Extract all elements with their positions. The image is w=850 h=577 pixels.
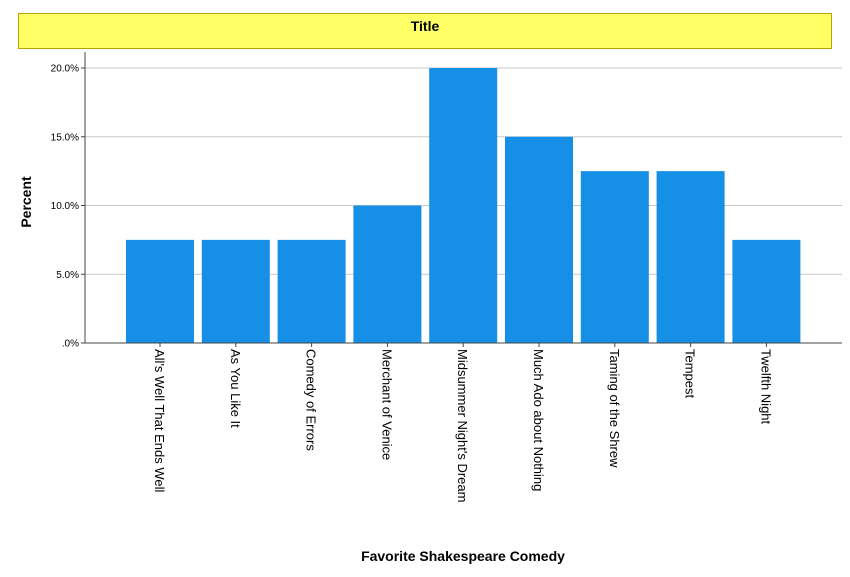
y-tick-label: .0% (62, 339, 79, 350)
tick-labels: .0% 5.0% 10.0% 15.0% 20.0% All's Well That En… (51, 64, 774, 503)
bar (201, 239, 270, 343)
y-tick-label: 10.0% (51, 201, 79, 212)
x-tick-label: All's Well That Ends Well (152, 349, 167, 492)
y-tick-label: 5.0% (56, 270, 79, 281)
bars (126, 68, 801, 343)
bar (277, 239, 346, 343)
bar (656, 171, 725, 343)
x-tick-label: Taming of the Shrew (607, 349, 622, 468)
x-axis-title: Favorite Shakespeare Comedy (361, 548, 565, 564)
bar (126, 239, 194, 343)
y-axis-title: Percent (18, 176, 34, 228)
y-tick-label: 20.0% (51, 64, 79, 75)
x-tick-label: Comedy of Errors (304, 349, 319, 451)
x-tick-label: Merchant of Venice (379, 349, 394, 460)
x-tick-label: Much Ado about Nothing (531, 349, 546, 491)
axes (81, 52, 842, 347)
bar (580, 171, 649, 343)
bar (353, 205, 422, 343)
x-tick-label: As You Like It (228, 349, 243, 428)
bar (429, 68, 498, 343)
bar (505, 136, 573, 343)
x-tick-label: Twelfth Night (758, 349, 773, 425)
y-tick-label: 15.0% (51, 132, 79, 143)
bar (732, 239, 801, 343)
x-tick-label: Tempest (683, 349, 698, 399)
chart-title: Title (18, 13, 832, 49)
x-tick-label: Midsummer Night's Dream (455, 349, 470, 502)
